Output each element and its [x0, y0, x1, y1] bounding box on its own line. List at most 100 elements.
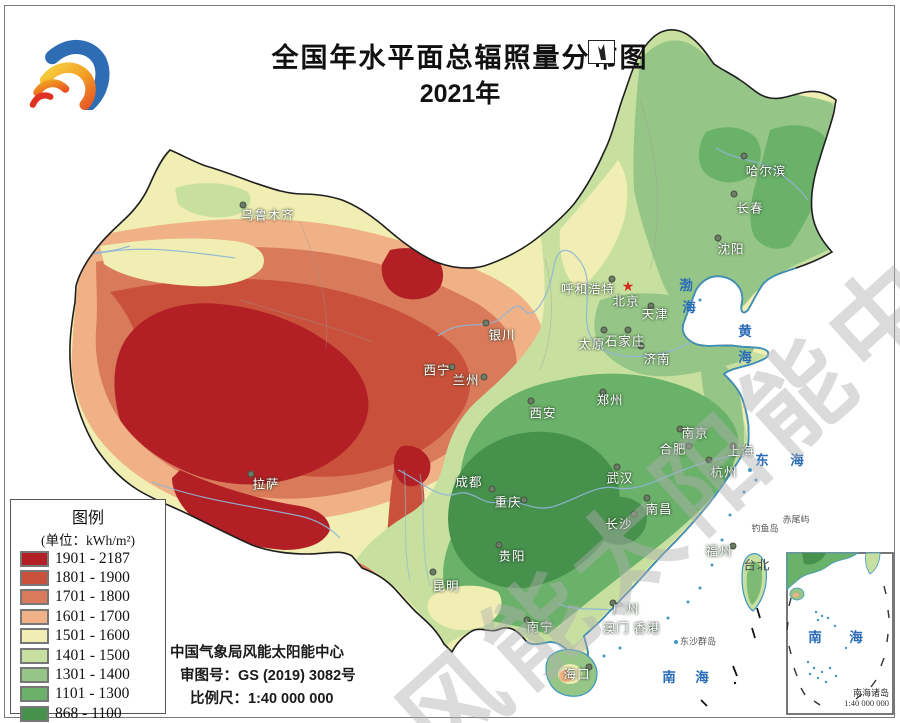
legend-swatch: [20, 686, 49, 703]
city-label: 兰州: [452, 373, 480, 388]
city-dot: [448, 363, 456, 371]
taiwan-island: [741, 553, 767, 612]
legend-swatch: [20, 589, 49, 606]
city-label: 天津: [641, 307, 669, 322]
sea-label: 南: [662, 670, 676, 685]
cma-wind-solar-logo: [29, 40, 110, 110]
city-label: 福州: [705, 544, 733, 559]
sea-label: 海: [738, 350, 752, 365]
legend-row: 1801 - 1900: [11, 568, 165, 587]
city-label: 台北: [743, 558, 771, 573]
legend-range-label: 1501 - 1600: [55, 627, 130, 645]
city-dot: [729, 442, 737, 450]
legend-range-label: 1401 - 1500: [55, 646, 130, 664]
inset-dash-line: [786, 585, 890, 706]
legend-row: 1601 - 1700: [11, 607, 165, 626]
legend-swatch: [20, 608, 49, 625]
legend-range-label: 1101 - 1300: [55, 685, 130, 703]
city-dot: [527, 397, 535, 405]
city-label: 南宁: [526, 620, 554, 635]
legend-box: 图例 (单位：kWh/m²) 1901 - 2187 1801 - 1900 170…: [10, 499, 166, 722]
sea-label: 黄: [738, 324, 752, 339]
city-dot: [495, 541, 503, 549]
city-label: 南京: [681, 426, 709, 441]
legend-swatch: [20, 667, 49, 684]
city-dot: [685, 442, 693, 450]
city-dot: [523, 616, 531, 624]
island-label: 赤尾屿: [782, 514, 810, 525]
city-dot: [520, 496, 528, 504]
city-label: 武汉: [606, 471, 634, 486]
capital-star-icon: ★: [621, 279, 635, 295]
city-label: 海口: [563, 667, 591, 682]
city-dot: [740, 152, 748, 160]
sea-label: 东: [755, 453, 769, 468]
city-dot: [482, 319, 490, 327]
city-dot: [480, 373, 488, 381]
city-dot: [247, 470, 255, 478]
south-china-sea-inset: [786, 552, 894, 715]
legend-range-label: 1901 - 2187: [55, 549, 130, 567]
credits-org: 中国气象局风能太阳能中心: [170, 645, 344, 661]
city-dot: [730, 190, 738, 198]
dash-line-segments: [700, 607, 761, 707]
coastline: [525, 267, 797, 665]
map-title: 全国年水平面总辐照量分布图: [271, 43, 649, 73]
city-label: 济南: [643, 352, 671, 367]
city-dot: [600, 326, 608, 334]
city-label: 南昌: [645, 502, 673, 517]
city-dot: [676, 425, 684, 433]
legend-title: 图例: [71, 510, 104, 527]
city-label: 杭州: [710, 465, 738, 480]
city-dot: [647, 302, 655, 310]
city-dot: [729, 542, 737, 550]
city-dot: [488, 485, 496, 493]
legend-range-label: 868 - 1100: [55, 704, 122, 722]
city-label: 乌鲁木齐: [240, 208, 296, 223]
sea-label: 海: [695, 670, 709, 685]
legend-swatch: [20, 550, 49, 567]
city-dot: [599, 388, 607, 396]
city-label: 广州: [612, 602, 640, 617]
city-dot: [609, 599, 617, 607]
legend-range-label: 1801 - 1900: [55, 569, 130, 587]
city-dot: [637, 342, 645, 350]
city-dot: [429, 568, 437, 576]
legend-row: 868 - 1100: [11, 704, 165, 723]
city-dot: [630, 510, 638, 518]
city-label: 石家庄: [604, 334, 646, 349]
legend-rows: 1901 - 2187 1801 - 1900 1701 - 1800 1601 - …: [11, 549, 165, 723]
legend-row: 1301 - 1400: [11, 665, 165, 684]
legend-row: 1401 - 1500: [11, 646, 165, 665]
city-dot: [705, 456, 713, 464]
city-label: 长春: [736, 201, 764, 216]
sea-label: 渤: [679, 278, 693, 293]
city-label: 上海: [727, 444, 755, 459]
north-arrow: [588, 40, 615, 64]
sea-label: 海: [682, 300, 696, 315]
island-label: 东沙群岛: [679, 636, 717, 647]
city-label: 重庆: [494, 495, 522, 510]
city-label: 沈阳: [717, 242, 745, 257]
city-label: 长沙: [605, 517, 633, 532]
legend-row: 1701 - 1800: [11, 588, 165, 607]
legend-range-label: 1601 - 1700: [55, 607, 130, 625]
city-label: 贵阳: [498, 549, 526, 564]
city-dot: [608, 275, 616, 283]
city-label: 郑州: [596, 393, 624, 408]
city-label: 香港: [633, 621, 661, 636]
legend-row: 1101 - 1300: [11, 685, 165, 704]
city-dot: [624, 326, 632, 334]
city-dot: [613, 463, 621, 471]
credits-approval: 审图号：GS (2019) 3082号: [180, 668, 356, 684]
city-dot: [643, 494, 651, 502]
city-dot: [239, 201, 247, 209]
map-title-year: 2021年: [419, 80, 501, 108]
legend-range-label: 1701 - 1800: [55, 588, 130, 606]
city-label: 西宁: [423, 363, 451, 378]
city-label-capital: 北京: [612, 294, 640, 309]
island-label: 钓鱼岛: [751, 523, 779, 534]
legend-row: 1501 - 1600: [11, 627, 165, 646]
legend-row: 1901 - 2187: [11, 549, 165, 568]
sea-label: 海: [849, 630, 863, 645]
